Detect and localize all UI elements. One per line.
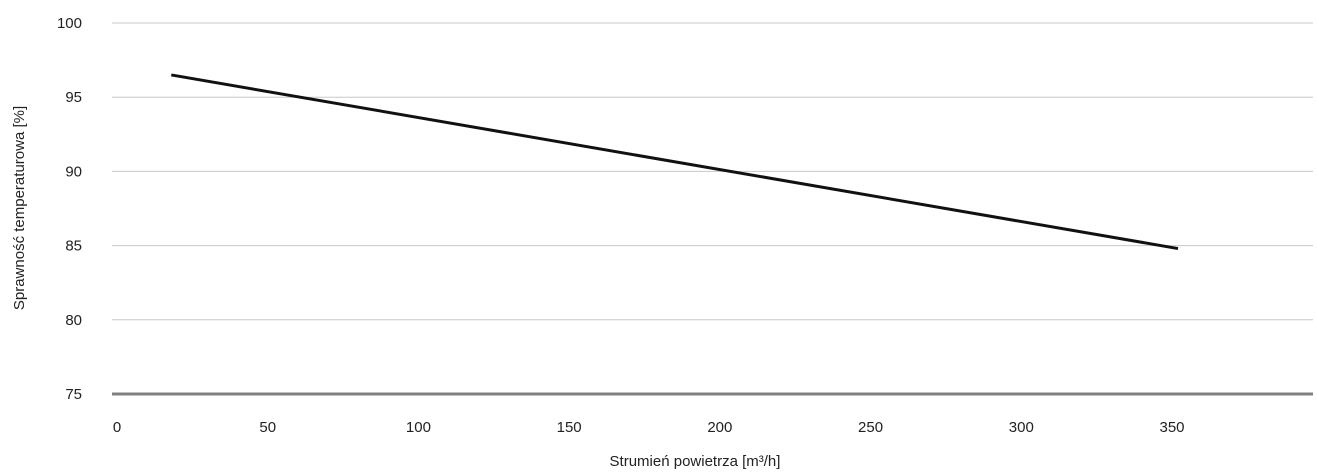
x-tick-label-200: 200 [707,419,732,436]
y-tick-label-80: 80 [65,312,82,329]
x-tick-label-0: 0 [113,419,121,436]
y-tick-label-75: 75 [65,386,82,403]
gridlines [112,22,1313,396]
x-tick-label-250: 250 [858,419,883,436]
y-axis-title: Sprawność temperaturowa [%] [11,106,28,310]
y-tick-label-90: 90 [65,163,82,180]
x-tick-label-50: 50 [259,419,276,436]
x-tick-label-350: 350 [1159,419,1184,436]
series-line-0 [171,73,1179,251]
x-tick-label-150: 150 [557,419,582,436]
x-axis-title: Strumień powietrza [m³/h] [610,453,781,470]
x-tick-label-300: 300 [1009,419,1034,436]
y-tick-label-100: 100 [57,15,82,32]
series-group [171,73,1179,251]
y-tick-label-85: 85 [65,238,82,255]
y-tick-labels: 75 80 85 90 95 100 [57,15,82,403]
x-tick-labels: 0 50 100 150 200 250 300 350 [113,419,1185,436]
y-tick-label-95: 95 [65,89,82,106]
x-tick-label-100: 100 [406,419,431,436]
